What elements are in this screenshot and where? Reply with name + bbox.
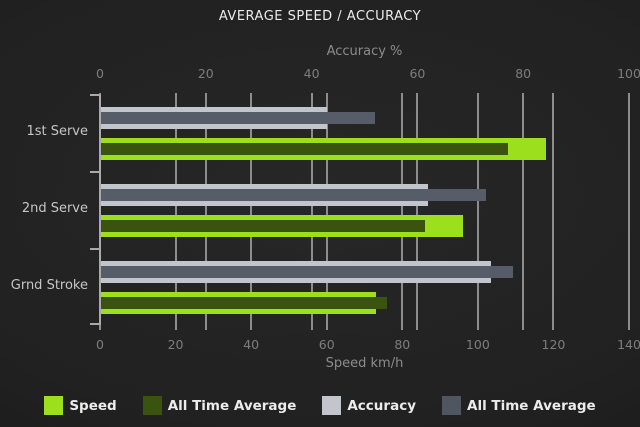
bottom-axis-title: Speed km/h bbox=[325, 356, 404, 371]
legend-label: All Time Average bbox=[167, 397, 297, 414]
gridline bbox=[628, 93, 630, 330]
bar-accuracy-all-time-average bbox=[100, 266, 513, 278]
gridline bbox=[416, 93, 418, 330]
bottom-axis-tick-label: 0 bbox=[96, 337, 104, 352]
legend-label: Accuracy bbox=[347, 397, 416, 414]
bottom-axis-tick-label: 140 bbox=[617, 337, 640, 352]
bar-accuracy-all-time-average bbox=[100, 189, 487, 201]
axis-line bbox=[90, 248, 100, 250]
bottom-axis-tick-label: 80 bbox=[394, 337, 411, 352]
top-axis-tick-label: 0 bbox=[96, 66, 104, 81]
gridline bbox=[552, 93, 554, 330]
top-axis-tick-label: 100 bbox=[617, 66, 640, 81]
bar-speed-all-time-average bbox=[100, 297, 388, 309]
legend: Speed All Time Average Accuracy All Time Av… bbox=[0, 396, 640, 415]
gridline bbox=[311, 93, 313, 330]
legend-item-speed[interactable]: Speed bbox=[44, 396, 117, 415]
legend-label: Speed bbox=[69, 397, 117, 414]
category-label: 2nd Serve bbox=[21, 200, 88, 216]
bottom-axis-tick-label: 60 bbox=[318, 337, 335, 352]
top-axis-tick-label: 80 bbox=[515, 66, 532, 81]
category-label: Grnd Stroke bbox=[10, 277, 88, 293]
legend-swatch-icon bbox=[142, 396, 162, 415]
gridline bbox=[175, 93, 177, 330]
top-axis-tick-label: 20 bbox=[197, 66, 214, 81]
axis-line bbox=[99, 94, 101, 325]
legend-label: All Time Average bbox=[467, 397, 596, 414]
category-label: 1st Serve bbox=[26, 123, 88, 139]
legend-item-accuracy[interactable]: Accuracy bbox=[322, 396, 416, 415]
bottom-axis-tick-label: 100 bbox=[465, 337, 490, 352]
top-axis-tick-label: 40 bbox=[303, 66, 320, 81]
gridline bbox=[205, 93, 207, 330]
legend-swatch-icon bbox=[442, 396, 461, 415]
legend-item-all-time-average[interactable]: All Time Average bbox=[142, 396, 297, 415]
chart-title: AVERAGE SPEED / ACCURACY bbox=[218, 9, 422, 24]
gridline bbox=[522, 93, 524, 330]
axis-line bbox=[90, 171, 100, 173]
legend-item-all-time-average[interactable]: All Time Average bbox=[442, 396, 596, 415]
axis-line bbox=[90, 323, 100, 325]
gridline bbox=[326, 93, 328, 330]
top-axis-tick-label: 60 bbox=[409, 66, 426, 81]
gridline bbox=[250, 93, 252, 330]
bar-speed-all-time-average bbox=[100, 220, 425, 232]
bottom-axis-tick-label: 40 bbox=[243, 337, 260, 352]
legend-swatch-icon bbox=[322, 396, 342, 415]
top-axis-title: Accuracy % bbox=[326, 44, 403, 59]
bottom-axis-tick-label: 20 bbox=[167, 337, 184, 352]
axis-line bbox=[90, 94, 100, 96]
gridline bbox=[477, 93, 479, 330]
legend-swatch-icon bbox=[44, 396, 64, 415]
bar-speed-all-time-average bbox=[100, 143, 509, 155]
bar-accuracy-all-time-average bbox=[100, 112, 376, 124]
gridline bbox=[401, 93, 403, 330]
bottom-axis-tick-label: 120 bbox=[541, 337, 566, 352]
